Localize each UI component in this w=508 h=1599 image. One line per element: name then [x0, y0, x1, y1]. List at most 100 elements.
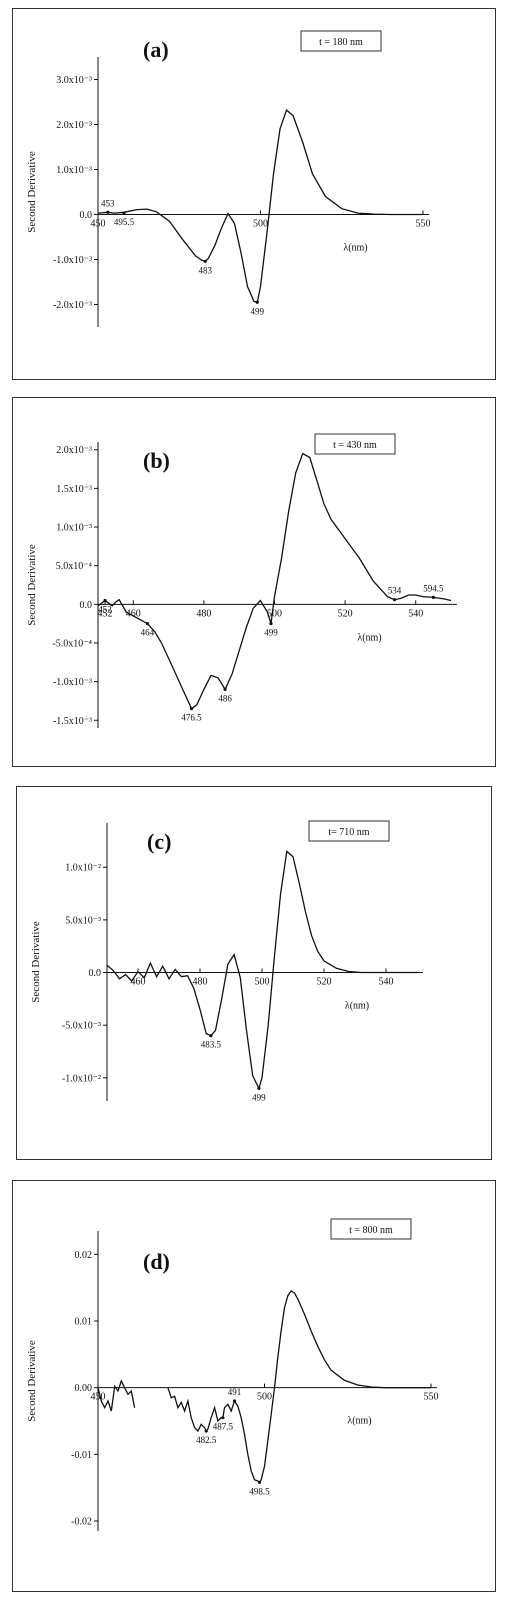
thickness-label: t = 430 nm	[333, 440, 377, 451]
y-tick-label: 0.0	[80, 600, 93, 611]
x-axis-label: λ(nm)	[357, 632, 381, 643]
peak-marker	[106, 210, 110, 214]
peak-marker	[103, 598, 107, 603]
peak-marker	[145, 622, 150, 626]
x-tick-label: 540	[408, 608, 423, 619]
chart-svg-a: 3.0x10⁻³ 2.0x10⁻³ 1.0x10⁻³ 0.0 -1.0x10⁻³ -2.0…	[26, 30, 431, 327]
x-tick-label: 480	[196, 608, 211, 619]
thickness-box	[314, 433, 396, 455]
y-tick-label: -5.0x10⁻⁴	[52, 638, 92, 649]
y-tick-label: 0.0	[89, 968, 102, 979]
peak-marker	[255, 300, 259, 304]
peak-marker	[392, 598, 397, 602]
peak-label: 499	[251, 306, 265, 316]
peak-label: 464	[141, 628, 155, 638]
x-tick-label: 550	[424, 1392, 439, 1403]
peak-marker	[431, 595, 435, 599]
peak-label: 483	[199, 265, 213, 275]
thickness-box	[308, 820, 390, 842]
y-tick-label: 1.5x10⁻³	[56, 484, 92, 495]
chart-svg-c: 1.0x10⁻² 5.0x10⁻³ 0.0 -5.0x10⁻³ -1.0x10⁻² 460…	[30, 820, 423, 1102]
peak-label: 486	[218, 693, 232, 703]
x-axis-label: λ(nm)	[347, 1416, 371, 1427]
y-tick-label: 0.00	[75, 1383, 93, 1394]
peak-marker	[257, 1086, 261, 1090]
peak-label: 476.5	[181, 713, 202, 723]
peak-marker	[221, 1416, 225, 1420]
y-tick-label: -0.02	[71, 1517, 92, 1528]
peak-marker	[204, 1429, 208, 1433]
x-tick-label: 460	[131, 977, 146, 988]
peak-label: 534	[388, 586, 402, 596]
peak-marker	[232, 1399, 237, 1403]
peak-marker	[257, 1480, 262, 1484]
x-tick-label: 520	[338, 608, 353, 619]
x-tick-label: 540	[379, 977, 394, 988]
y-axis-label: Second Derivative	[26, 544, 38, 626]
y-tick-label: -0.01	[71, 1450, 92, 1461]
thickness-label: t= 710 nm	[328, 827, 369, 838]
peak-label: 491	[228, 1387, 242, 1397]
peak-label: 483.5	[201, 1040, 222, 1050]
x-axis-label: λ(nm)	[345, 1001, 369, 1012]
y-tick-label: -5.0x10⁻³	[62, 1021, 101, 1032]
series-line	[97, 452, 452, 710]
chart-panel-a: 3.0x10⁻³ 2.0x10⁻³ 1.0x10⁻³ 0.0 -1.0x10⁻³ -2.0…	[12, 8, 496, 380]
peak-marker	[189, 707, 194, 711]
y-tick-label: -1.0x10⁻²	[62, 1073, 101, 1084]
peak-label: 453	[101, 198, 115, 208]
panel-label-d: (d)	[143, 1249, 170, 1274]
series-line	[97, 1379, 136, 1412]
y-tick-label: -2.0x10⁻³	[53, 300, 92, 311]
thickness-box	[330, 1218, 412, 1240]
chart-panel-d: 0.02 0.01 0.00 -0.01 -0.02 450 500 550 λ(nm) Seco…	[12, 1180, 496, 1592]
chart-svg-b: 2.0x10⁻³ 1.5x10⁻³ 1.0x10⁻³ 5.0x10⁻⁴ 0.0 -5.0x…	[26, 433, 457, 728]
peak-label: 499	[252, 1092, 266, 1102]
peak-label: 499	[264, 628, 278, 638]
y-tick-label: 0.02	[75, 1250, 93, 1261]
peak-label: 482.5	[196, 1435, 217, 1445]
y-tick-label: 1.0x10⁻³	[56, 523, 92, 534]
series-line	[97, 108, 423, 304]
y-tick-label: -1.5x10⁻³	[53, 716, 92, 727]
thickness-box	[300, 30, 382, 52]
x-tick-label: 450	[91, 1392, 106, 1403]
y-tick-label: 0.0	[80, 210, 93, 221]
chart-svg-d: 0.02 0.01 0.00 -0.01 -0.02 450 500 550 λ(nm) Seco…	[26, 1218, 439, 1531]
peak-label: 452	[98, 604, 112, 614]
peak-marker	[223, 687, 227, 691]
panel-label-c: (c)	[147, 829, 171, 854]
y-tick-label: 2.0x10⁻³	[56, 120, 92, 131]
panel-label-a: (a)	[143, 37, 169, 62]
peak-label: 487.5	[213, 1422, 234, 1432]
y-tick-label: -1.0x10⁻³	[53, 677, 92, 688]
peak-marker	[122, 211, 126, 215]
thickness-label: t = 800 nm	[349, 1225, 393, 1236]
x-axis-label: λ(nm)	[343, 243, 367, 254]
y-tick-label: 3.0x10⁻³	[56, 75, 92, 86]
y-axis-label: Second Derivative	[30, 921, 42, 1003]
y-axis-label: Second Derivative	[26, 1340, 38, 1422]
chart-panel-c: 1.0x10⁻² 5.0x10⁻³ 0.0 -5.0x10⁻³ -1.0x10⁻² 460…	[16, 786, 492, 1160]
x-tick-label: 452	[98, 608, 113, 619]
x-tick-label: 480	[193, 977, 208, 988]
peak-label: 495.5	[114, 217, 135, 227]
y-tick-label: 5.0x10⁻³	[65, 915, 101, 926]
series-line	[167, 1290, 431, 1484]
x-tick-label: 500	[257, 1392, 272, 1403]
y-tick-label: 5.0x10⁻⁴	[56, 561, 93, 572]
peak-label: 594.5	[423, 583, 444, 593]
y-tick-label: 1.0x10⁻²	[65, 863, 101, 874]
x-tick-label: 500	[253, 219, 268, 230]
y-tick-label: -1.0x10⁻³	[53, 255, 92, 266]
peak-marker	[203, 259, 207, 263]
y-tick-label: 2.0x10⁻³	[56, 445, 92, 456]
y-tick-label: 1.0x10⁻³	[56, 165, 92, 176]
y-tick-label: 0.01	[75, 1317, 93, 1328]
x-tick-label: 550	[416, 219, 431, 230]
x-tick-label: 460	[126, 608, 141, 619]
peak-marker	[209, 1034, 213, 1038]
x-tick-label: 500	[267, 608, 282, 619]
x-tick-label: 450	[91, 219, 106, 230]
series-line	[106, 850, 417, 1091]
